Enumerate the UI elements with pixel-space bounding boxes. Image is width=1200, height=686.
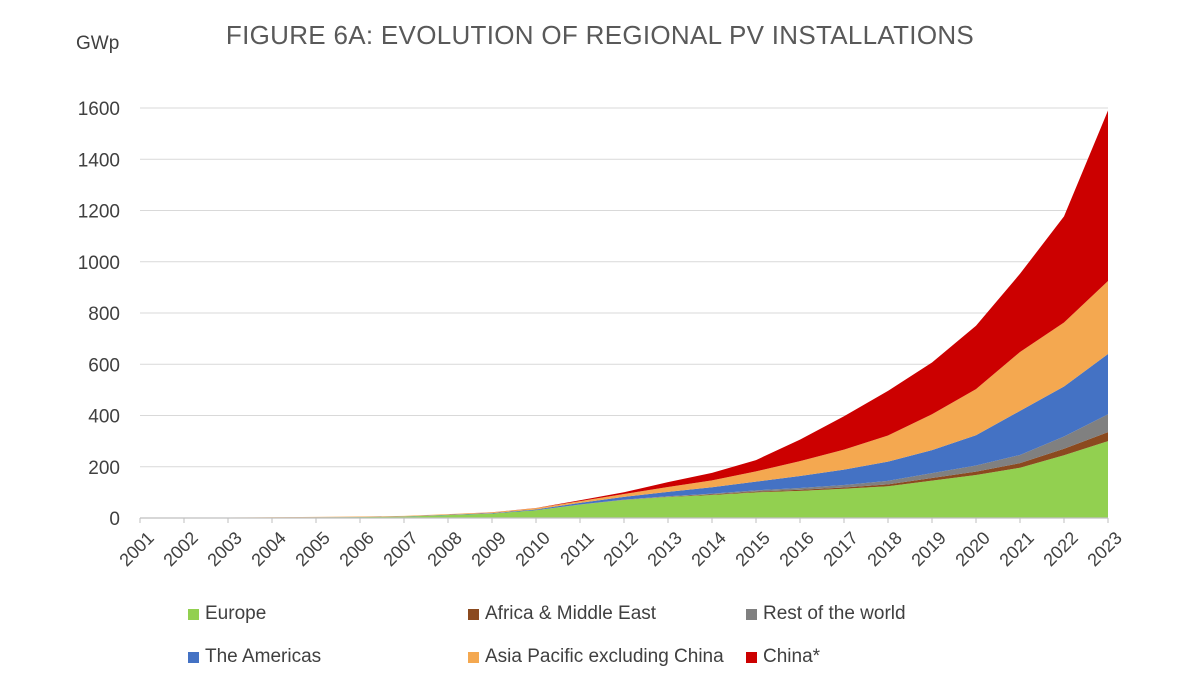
x-tick-label: 2011 [556, 528, 598, 570]
chart-title: FIGURE 6A: EVOLUTION OF REGIONAL PV INST… [225, 20, 975, 50]
y-tick-label: 800 [88, 304, 120, 325]
legend-swatch [746, 608, 757, 620]
x-tick-label: 2020 [951, 528, 993, 570]
legend-item: China* [746, 646, 820, 668]
legend-swatch [746, 651, 757, 663]
legend-swatch [188, 608, 199, 620]
x-tick-label: 2009 [467, 528, 509, 570]
x-tick-labels: 2001 2002 2003 2004 2005 2006 2007 2008 2009 2010… [115, 528, 1125, 570]
legend-label: Africa & Middle East [485, 603, 657, 624]
x-tick-label: 2012 [599, 528, 641, 570]
x-tick-label: 2002 [159, 528, 201, 570]
y-tick-label: 1600 [78, 99, 120, 120]
x-tick-label: 2005 [291, 528, 333, 570]
legend-swatch [468, 608, 479, 620]
x-tick-label: 2015 [731, 528, 773, 570]
y-tick-labels: 0 200 400 600 800 1000 1200 1400 1600 [78, 99, 120, 530]
legend-label: The Americas [205, 646, 322, 667]
legend-label: China* [763, 646, 821, 667]
legend-label: Asia Pacific excluding China [485, 646, 724, 667]
legend-label: Europe [205, 603, 267, 624]
area-europe [140, 441, 1108, 518]
x-tick-label: 2013 [643, 528, 685, 570]
legend-swatch [188, 651, 199, 663]
y-tick-label: 1000 [78, 253, 120, 274]
y-axis-label: GWp [76, 33, 120, 54]
y-tick-label: 1400 [78, 150, 120, 171]
x-tick-label: 2006 [335, 528, 377, 570]
x-tick-label: 2023 [1083, 528, 1125, 570]
y-tick-label: 1200 [78, 202, 120, 223]
x-tick-label: 2021 [995, 528, 1037, 570]
axes [139, 517, 1109, 523]
x-tick-label: 2007 [379, 528, 421, 570]
x-tick-label: 2017 [819, 528, 861, 570]
legend-label: Rest of the world [763, 603, 906, 624]
legend-item: Africa & Middle East [468, 603, 656, 625]
x-tick-label: 2022 [1039, 528, 1081, 570]
y-tick-label: 600 [88, 355, 120, 376]
y-tick-label: 200 [88, 458, 120, 479]
legend-item: Rest of the world [746, 603, 906, 625]
x-tick-label: 2004 [247, 528, 289, 570]
legend-item: The Americas [188, 646, 321, 668]
x-tick-label: 2014 [687, 528, 729, 570]
x-tick-label: 2019 [907, 528, 949, 570]
x-tick-label: 2001 [115, 528, 157, 570]
legend-item: Europe [188, 603, 266, 625]
legend-item: Asia Pacific excluding China [468, 646, 724, 668]
legend-swatch [468, 651, 479, 663]
area-the-americas [140, 354, 1108, 518]
x-tick-label: 2008 [423, 528, 465, 570]
area-china [140, 110, 1108, 518]
x-tick-label: 2010 [511, 528, 553, 570]
area-series [140, 110, 1108, 518]
x-tick-label: 2018 [863, 528, 905, 570]
area-asia-pacific-excluding-china [140, 280, 1108, 518]
x-tick-label: 2016 [775, 528, 817, 570]
y-tick-label: 0 [109, 509, 120, 530]
x-tick-label: 2003 [203, 528, 245, 570]
y-tick-label: 400 [88, 407, 120, 428]
